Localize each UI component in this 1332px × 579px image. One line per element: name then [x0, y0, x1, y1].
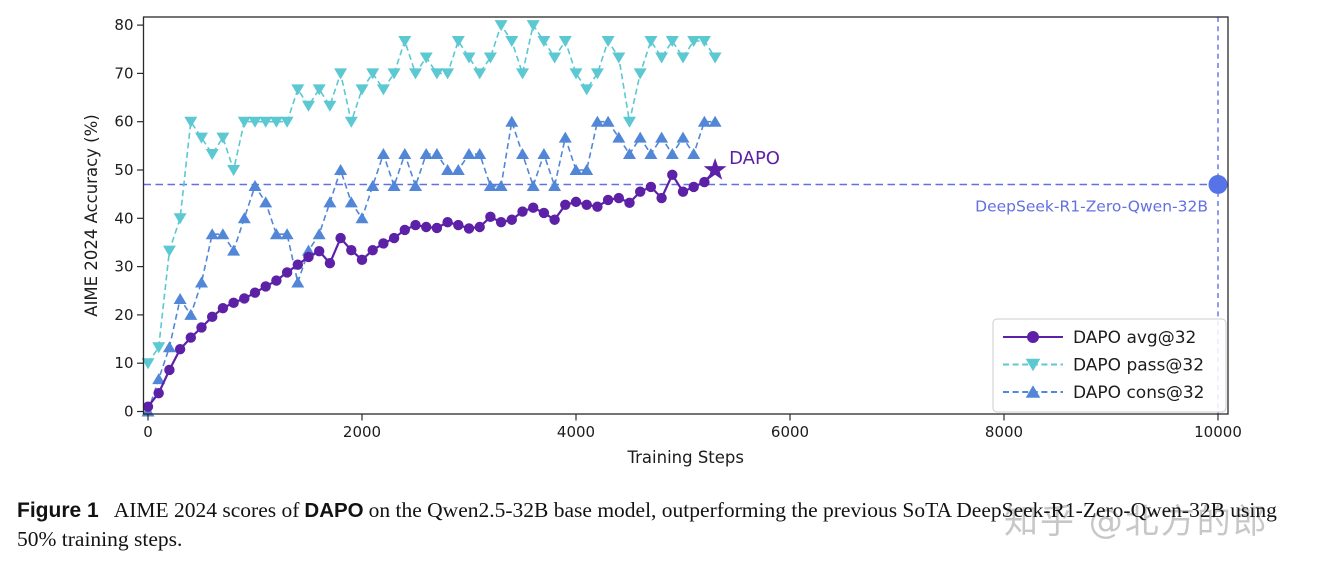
caption-text-before: AIME 2024 scores of — [113, 498, 300, 522]
aime-accuracy-chart: DeepSeek-R1-Zero-Qwen-32B DAPO 0 2000 4000 60… — [82, 16, 1242, 467]
svg-text:60: 60 — [114, 113, 133, 131]
svg-text:50: 50 — [114, 161, 133, 179]
figure-label: Figure 1 — [17, 499, 99, 522]
svg-text:8000: 8000 — [985, 423, 1023, 441]
svg-text:4000: 4000 — [557, 423, 595, 441]
y-axis-label: AIME 2024 Accuracy (%) — [82, 114, 101, 316]
legend-label: DAPO cons@32 — [1073, 383, 1204, 403]
svg-text:0: 0 — [124, 403, 134, 421]
axes: 0 2000 4000 6000 8000 10000 0 10 20 30 40 50 60 70 80 T… — [82, 16, 1242, 467]
series-dapo-cons-32 — [141, 115, 722, 417]
svg-text:40: 40 — [114, 209, 133, 227]
svg-text:70: 70 — [114, 64, 133, 82]
legend-label: DAPO pass@32 — [1073, 356, 1204, 376]
deepseek-baseline: DeepSeek-R1-Zero-Qwen-32B — [143, 17, 1228, 414]
svg-text:10: 10 — [114, 354, 133, 372]
series-dapo-avg-32 — [142, 169, 716, 412]
caption-text-after: on the Qwen2.5-32B base model, outperfor… — [17, 498, 1277, 551]
figure-chart: DeepSeek-R1-Zero-Qwen-32B DAPO 0 2000 4000 60… — [82, 16, 1242, 467]
dapo-annotation-label: DAPO — [729, 148, 780, 169]
watermark: 知乎 @北方的郎 — [1004, 502, 1269, 542]
caption-bold-term: DAPO — [304, 499, 364, 522]
svg-text:10000: 10000 — [1194, 423, 1242, 441]
svg-text:0: 0 — [143, 423, 153, 441]
dapo-star-icon — [703, 158, 727, 180]
series-dapo-pass-32 — [141, 20, 722, 370]
dapo-final-point: DAPO — [703, 148, 780, 180]
svg-text:2000: 2000 — [343, 423, 381, 441]
svg-text:80: 80 — [114, 16, 133, 34]
chart-legend: DAPO avg@32 DAPO pass@32 DAPO cons@32 — [992, 318, 1227, 413]
deepseek-label: DeepSeek-R1-Zero-Qwen-32B — [975, 197, 1208, 215]
legend-label: DAPO avg@32 — [1073, 328, 1196, 348]
x-axis-label: Training Steps — [626, 448, 744, 467]
deepseek-point — [1208, 174, 1228, 194]
svg-text:30: 30 — [114, 258, 133, 276]
figure-caption: Figure 1 AIME 2024 scores of DAPO on the Qw… — [17, 496, 1317, 554]
svg-text:6000: 6000 — [771, 423, 809, 441]
svg-text:20: 20 — [114, 306, 133, 324]
